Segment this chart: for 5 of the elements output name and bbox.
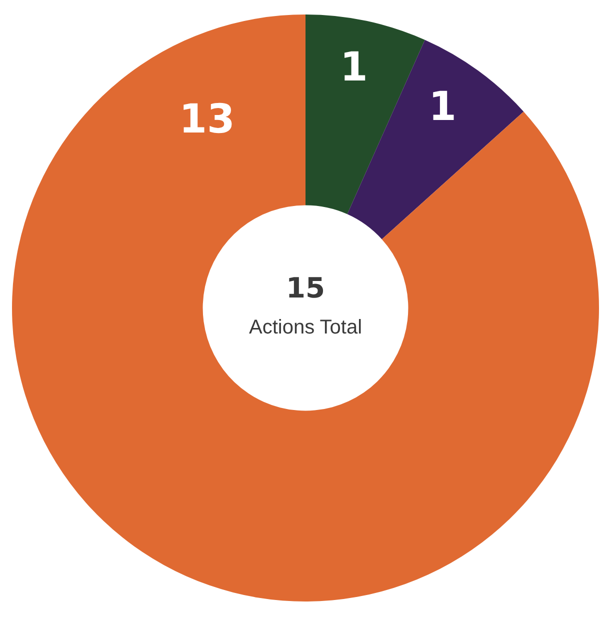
text: 15	[286, 271, 325, 304]
data-label: 1	[428, 84, 456, 130]
data-label: 1	[340, 44, 368, 90]
data-label: 13	[179, 96, 235, 143]
text: Actions Total	[248, 316, 362, 339]
